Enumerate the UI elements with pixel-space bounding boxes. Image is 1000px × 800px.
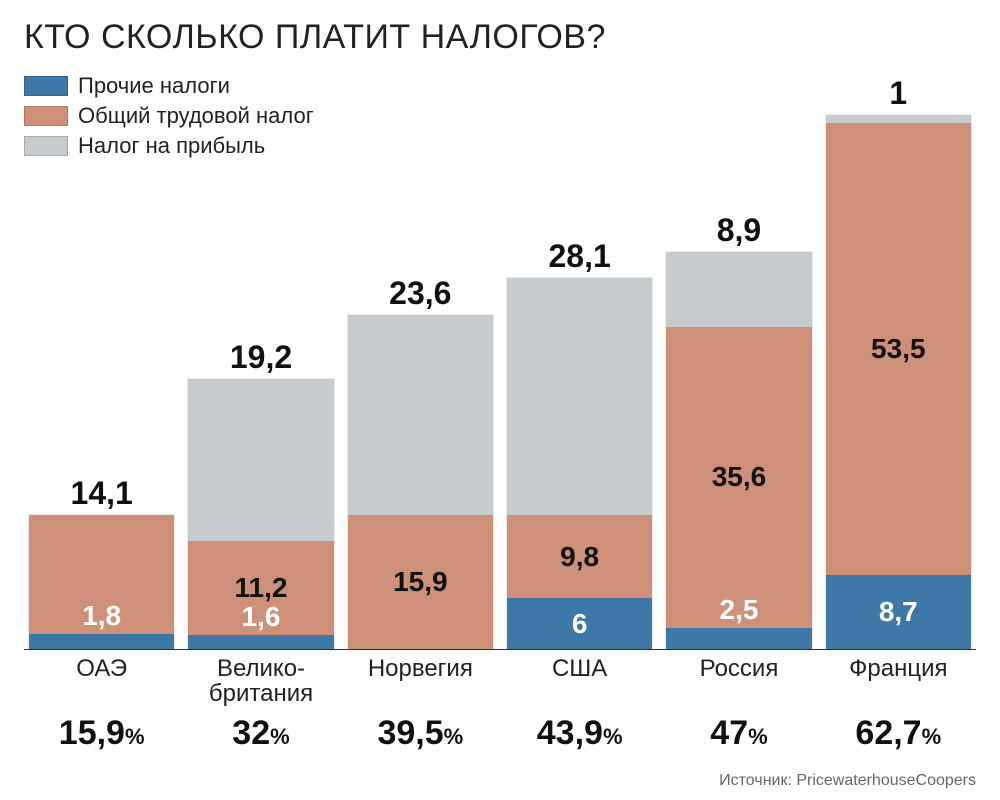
segment-top-label: 14,1 bbox=[28, 475, 175, 512]
segment-other: 2,5 bbox=[666, 628, 811, 649]
segment-profit bbox=[188, 379, 333, 541]
x-axis-column: ОАЭ 15,9% bbox=[28, 650, 175, 760]
bar-column: 19,211,21,6 bbox=[187, 339, 334, 650]
country-label: Россия bbox=[665, 656, 812, 708]
segment-labor: 53,5 bbox=[826, 123, 971, 575]
segment-labor: 9,8 bbox=[507, 515, 652, 598]
percent-sign: % bbox=[270, 724, 290, 749]
segment-profit bbox=[666, 252, 811, 327]
segment-other: 8,7 bbox=[826, 575, 971, 649]
percent-sign: % bbox=[603, 724, 623, 749]
x-axis-column: Норвегия 39,5% bbox=[347, 650, 494, 760]
total-label: 43,9% bbox=[506, 714, 653, 753]
segment-top-label: 28,1 bbox=[506, 238, 653, 275]
segment-label-other: 2,5 bbox=[720, 594, 759, 626]
segment-label-other: 6 bbox=[572, 608, 588, 640]
percent-sign: % bbox=[444, 724, 464, 749]
percent-sign: % bbox=[125, 724, 145, 749]
segment-top-label: 1 bbox=[825, 75, 972, 112]
percent-sign: % bbox=[922, 724, 942, 749]
bar-stack: 1,8 bbox=[28, 514, 175, 650]
x-axis-column: Велико-британия 32% bbox=[187, 650, 334, 760]
bar-stack: 9,86 bbox=[506, 277, 653, 650]
bars-row: 14,11,819,211,21,623,615,928,19,868,935,… bbox=[24, 50, 976, 650]
segment-labor: 35,6 bbox=[666, 327, 811, 628]
country-label: Норвегия bbox=[347, 656, 494, 708]
segment-label-labor: 11,2 bbox=[235, 572, 288, 604]
bar-stack: 53,5 8,7 bbox=[825, 114, 972, 650]
segment-top-label: 19,2 bbox=[187, 339, 334, 376]
total-label: 39,5% bbox=[347, 714, 494, 753]
segment-label-labor: 35,6 bbox=[712, 461, 767, 493]
source-credit: Источник: PricewaterhouseCoopers bbox=[719, 772, 976, 790]
total-label: 62,7% bbox=[825, 714, 972, 753]
x-axis-column: Россия 47% bbox=[665, 650, 812, 760]
segment-other: 6 bbox=[507, 598, 652, 649]
bar-column: 23,6 15,9 bbox=[347, 275, 494, 650]
bar-column: 8,9 35,6 2,5 bbox=[665, 212, 812, 650]
bar-column: 1 53,5 8,7 bbox=[825, 75, 972, 650]
country-label: США bbox=[506, 656, 653, 708]
bar-stack: 35,6 2,5 bbox=[665, 251, 812, 650]
total-label: 15,9% bbox=[28, 714, 175, 753]
country-label: ОАЭ bbox=[28, 656, 175, 708]
segment-label-labor: 9,8 bbox=[560, 541, 599, 573]
bar-column: 28,19,86 bbox=[506, 238, 653, 650]
total-label: 32% bbox=[187, 714, 334, 753]
bar-stack: 15,9 bbox=[347, 314, 494, 650]
segment-profit bbox=[507, 278, 652, 516]
segment-other: 1,6 bbox=[188, 635, 333, 649]
bar-stack: 11,21,6 bbox=[187, 378, 334, 650]
segment-labor: 15,9 bbox=[348, 515, 493, 649]
total-label: 47% bbox=[665, 714, 812, 753]
x-axis-column: Франция 62,7% bbox=[825, 650, 972, 760]
country-label: Франция bbox=[825, 656, 972, 708]
percent-sign: % bbox=[748, 724, 768, 749]
segment-label-labor: 15,9 bbox=[393, 566, 448, 598]
chart-area: 14,11,819,211,21,623,615,928,19,868,935,… bbox=[24, 50, 976, 760]
segment-top-label: 23,6 bbox=[347, 275, 494, 312]
bar-column: 14,1 1,8 bbox=[28, 475, 175, 650]
country-label: Велико-британия bbox=[187, 656, 334, 708]
segment-label-other: 1,8 bbox=[82, 600, 121, 632]
x-axis-column: США 43,9% bbox=[506, 650, 653, 760]
segment-other: 1,8 bbox=[29, 634, 174, 649]
segment-top-label: 8,9 bbox=[665, 212, 812, 249]
segment-profit bbox=[348, 315, 493, 514]
x-axis: ОАЭ 15,9% Велико-британия 32% Норвегия 39,5% С… bbox=[24, 650, 976, 760]
segment-label-labor: 53,5 bbox=[871, 333, 926, 365]
segment-profit bbox=[826, 115, 971, 123]
segment-label-other: 1,6 bbox=[242, 601, 281, 633]
segment-label-other: 8,7 bbox=[879, 596, 918, 628]
